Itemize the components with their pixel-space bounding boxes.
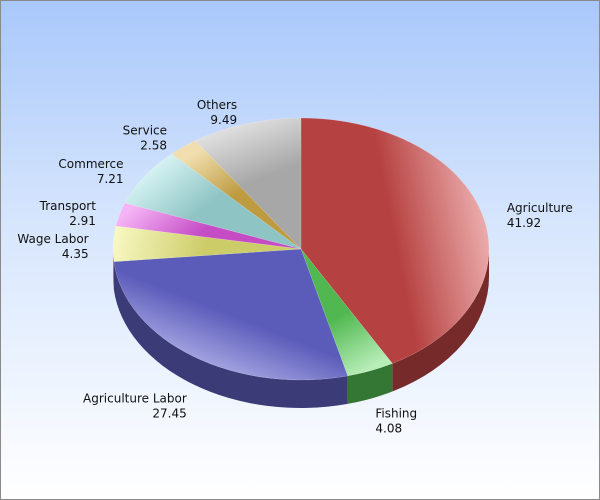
slice-label-agriculture: Agriculture 41.92 (507, 201, 573, 230)
pie-slice-fishing (300, 248, 393, 377)
slice-label-commerce: Commerce 7.21 (58, 157, 123, 186)
slice-name-agriculture: Agriculture (507, 201, 573, 215)
pie-labels: Agriculture 41.92 Fishing 4.08 Agriculture L… (17, 98, 572, 436)
slice-value-transport: 2.91 (69, 214, 96, 228)
slice-name-wage-labor: Wage Labor (17, 232, 88, 246)
pie-slice-service (171, 140, 302, 250)
pie-slice-agriculture (300, 117, 490, 364)
slice-name-others: Others (197, 98, 237, 112)
pie-slice-agriculture-labor (113, 248, 349, 381)
slice-value-fishing: 4.08 (375, 422, 402, 436)
slice-value-agriculture: 41.92 (507, 216, 541, 230)
slice-value-service: 2.58 (140, 139, 167, 153)
slice-label-others: Others 9.49 (197, 98, 237, 127)
slice-label-service: Service 2.58 (123, 124, 167, 153)
pie-side-fishing (347, 363, 393, 404)
pie-sides (113, 249, 489, 408)
slice-name-agriculture-labor: Agriculture Labor (83, 392, 187, 406)
pie-side-agriculture (392, 249, 489, 392)
pie-side-agriculture-labor (113, 261, 348, 408)
slice-name-transport: Transport (39, 199, 97, 213)
slice-label-agriculture-labor: Agriculture Labor 27.45 (83, 392, 187, 421)
pie-slice-commerce (124, 153, 302, 250)
pie-slice-transport (115, 202, 302, 250)
pie-slice-wage-labor (112, 225, 302, 262)
slice-name-fishing: Fishing (375, 407, 417, 421)
pie-top (112, 117, 490, 381)
slice-value-agriculture-labor: 27.45 (152, 407, 186, 421)
slice-label-transport: Transport 2.91 (39, 199, 97, 228)
slice-value-others: 9.49 (210, 113, 237, 127)
pie-side-wage-labor (113, 249, 114, 290)
slice-name-commerce: Commerce (58, 157, 123, 171)
slice-value-commerce: 7.21 (97, 172, 124, 186)
slice-label-fishing: Fishing 4.08 (375, 407, 417, 436)
slice-value-wage-labor: 4.35 (62, 247, 89, 261)
slice-name-service: Service (123, 124, 167, 138)
slice-label-wage-labor: Wage Labor 4.35 (17, 232, 88, 261)
pie-slice-others (194, 117, 302, 250)
